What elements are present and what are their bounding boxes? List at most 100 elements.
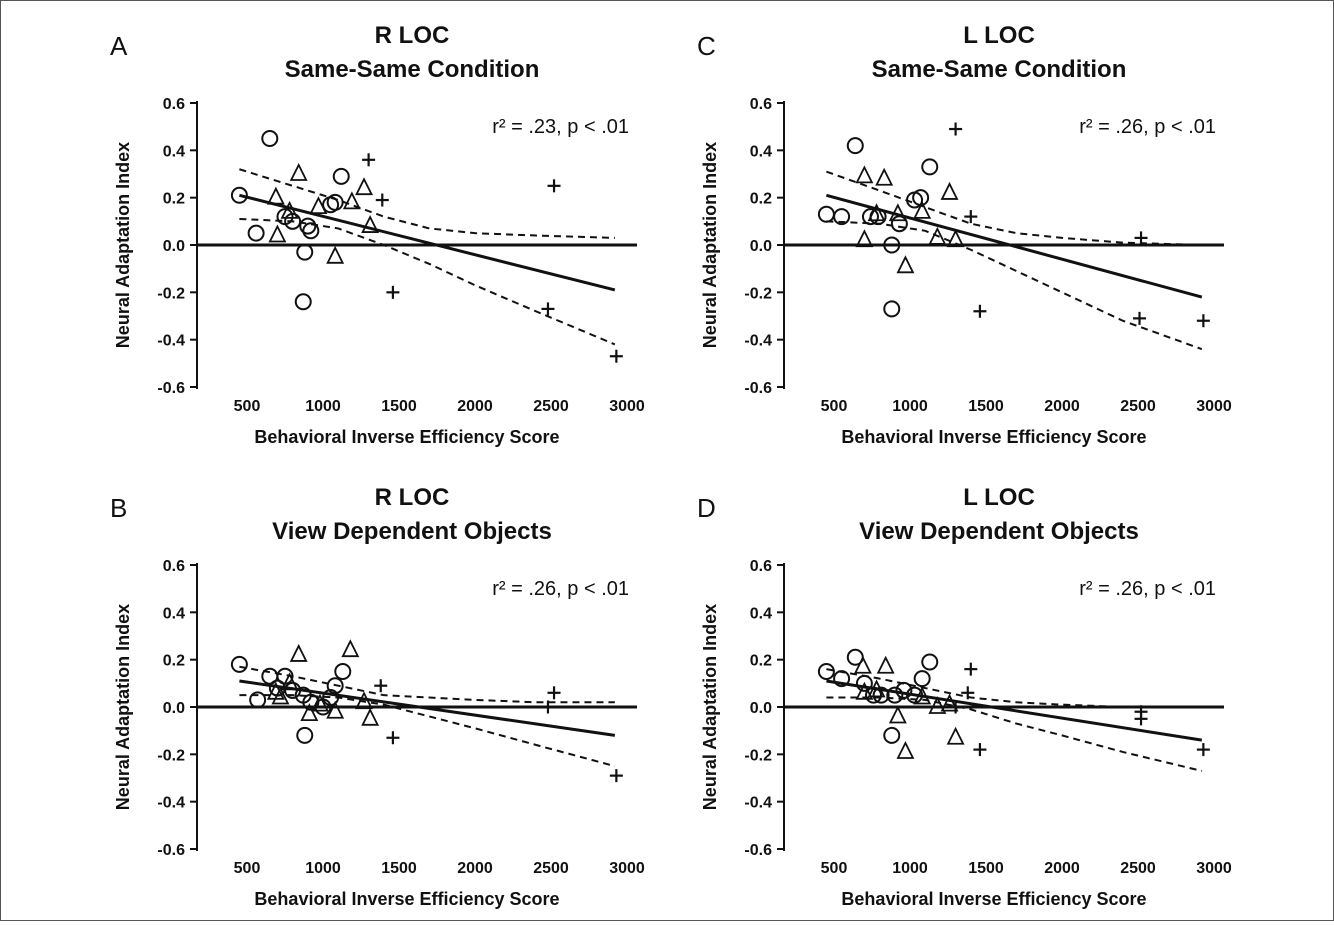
panel-d-point-circle <box>895 681 913 699</box>
panel-c-y-tick-label: -0.4 <box>744 333 772 350</box>
panel-b-point-plus <box>374 679 388 693</box>
panel-a: A R LOC Same-Same Condition -0.6 -0.4 -0.2 0.0… <box>110 22 645 447</box>
panel-d-point-circle <box>921 653 939 671</box>
panel-a-point-triangle <box>309 196 328 215</box>
panel-b-point-circle <box>322 689 340 707</box>
panel-d-point-circle <box>913 670 931 688</box>
panel-b-x-axis-label: Behavioral Inverse Efficiency Score <box>254 889 559 909</box>
panel-a-point-circle <box>332 167 350 185</box>
panel-d-x-tick-label: 3000 <box>1196 860 1232 877</box>
panel-b-point-triangle <box>361 707 380 726</box>
panel-c-y-tick-label: -0.2 <box>744 285 772 302</box>
panel-d-x-tick-label: 1000 <box>892 860 928 877</box>
panel-c-x-tick-label: 2500 <box>1120 398 1156 415</box>
panel-c-y-tick-label: -0.6 <box>744 380 772 397</box>
panel-c: C L LOC Same-Same Condition -0.6 -0.4 -0.2 0.0… <box>697 22 1232 447</box>
panel-b-x-tick-label: 500 <box>234 860 261 877</box>
panel-d-x-tick-label: 2000 <box>1044 860 1080 877</box>
panel-c-title-line2: Same-Same Condition <box>872 56 1127 83</box>
panel-b-title-line1: R LOC <box>375 484 450 511</box>
panel-a-point-circle <box>247 224 265 242</box>
panel-d: D L LOC View Dependent Objects -0.6 -0.4 -0.2… <box>697 484 1232 909</box>
panel-b-y-tick-label: 0.4 <box>163 605 185 622</box>
panel-c-y-axis-label: Neural Adaptation Index <box>700 142 720 348</box>
panel-b-ci-lower <box>239 694 616 768</box>
panel-a-y-tick-label: -0.2 <box>157 285 185 302</box>
panel-d-point-plus <box>1196 743 1210 757</box>
panel-c-stat-annotation: r² = .26, p < .01 <box>1079 116 1216 138</box>
panel-a-point-triangle <box>361 215 380 233</box>
panel-d-y-tick-label: 0.4 <box>750 605 772 622</box>
panel-c-point-triangle <box>946 229 965 248</box>
panel-c-x-axis-label: Behavioral Inverse Efficiency Score <box>841 427 1146 447</box>
panel-d-y-tick-label: 0.0 <box>750 700 772 717</box>
panel-d-point-triangle <box>913 686 932 705</box>
panel-a-x-tick-label: 1500 <box>381 398 417 415</box>
panel-c-fit-line <box>826 193 1203 299</box>
panel-b-point-triangle <box>289 643 308 662</box>
panel-d-point-circle <box>855 674 873 692</box>
panel-b-y-tick-label: -0.4 <box>157 795 185 812</box>
panel-d-letter: D <box>697 493 716 523</box>
panel-b-x-tick-label: 1000 <box>305 860 341 877</box>
panel-b-point-plus <box>541 700 555 714</box>
panel-b-point-plus <box>609 769 623 783</box>
panel-a-x-tick-label: 2500 <box>533 398 569 415</box>
panel-a-y-tick-label: 0.6 <box>163 96 185 113</box>
panel-b-point-plus <box>386 731 400 745</box>
panel-a-y-tick-label: 0.0 <box>163 238 185 255</box>
panel-a-title-line2: Same-Same Condition <box>285 56 540 83</box>
panel-b-point-triangle <box>300 703 319 721</box>
panel-a-point-triangle <box>342 191 361 210</box>
panel-a-point-triangle <box>266 186 285 205</box>
panel-c-point-triangle <box>855 165 874 184</box>
panel-d-y-tick-label: -0.4 <box>744 795 772 812</box>
panel-a-fit-line <box>239 193 616 292</box>
panel-b-point-circle <box>296 726 314 744</box>
panel-a-point-plus <box>609 349 623 363</box>
panel-d-point-triangle <box>888 705 907 724</box>
panel-d-point-circle <box>886 686 904 704</box>
panel-c-point-circle <box>921 158 939 176</box>
panel-b-point-circle <box>249 691 267 709</box>
panel-a-point-plus <box>547 179 561 193</box>
panel-c-point-triangle <box>867 203 886 222</box>
panel-b-letter: B <box>110 493 127 523</box>
panel-c-point-triangle <box>913 200 932 219</box>
panel-c-x-tick-label: 3000 <box>1196 398 1232 415</box>
panel-a-x-tick-label: 2000 <box>457 398 493 415</box>
panel-d-y-tick-label: 0.6 <box>750 558 772 575</box>
panel-a-x-tick-label: 500 <box>234 398 261 415</box>
panel-b-point-plus <box>547 686 561 700</box>
panel-c-point-triangle <box>940 181 959 200</box>
panel-a-y-axis-label: Neural Adaptation Index <box>113 142 133 348</box>
panel-b-point-circle <box>334 663 352 680</box>
panel-a-point-plus <box>386 285 400 299</box>
panel-b-fit-line <box>239 679 616 737</box>
panel-c-point-circle <box>846 137 864 155</box>
panel-c-y-tick-label: 0.6 <box>750 96 772 113</box>
panel-c-y-tick-label: 0.2 <box>750 191 772 208</box>
panel-b-stat-annotation: r² = .26, p < .01 <box>492 578 629 600</box>
panel-b-point-triangle <box>271 686 290 705</box>
panel-b-y-tick-label: 0.6 <box>163 558 185 575</box>
panel-d-point-circle <box>817 663 835 680</box>
panel-d-point-triangle <box>876 655 895 674</box>
panel-b-x-tick-label: 1500 <box>381 860 417 877</box>
panel-b-y-axis-label: Neural Adaptation Index <box>113 604 133 810</box>
panel-a-letter: A <box>110 31 128 61</box>
panel-a-x-tick-label: 1000 <box>305 398 341 415</box>
panel-d-y-tick-label: -0.6 <box>744 842 772 859</box>
panel-c-title-line1: L LOC <box>963 22 1035 49</box>
panel-b-point-triangle <box>341 639 360 658</box>
panel-a-y-tick-label: 0.4 <box>163 143 185 160</box>
panel-c-x-tick-label: 2000 <box>1044 398 1080 415</box>
panel-c-point-triangle <box>875 167 894 186</box>
panel-b-point-circle <box>230 655 248 673</box>
panel-d-fit-line <box>826 679 1203 742</box>
panel-c-point-plus <box>973 304 987 318</box>
panel-b-point-triangle <box>311 693 329 712</box>
panel-a-y-tick-label: -0.4 <box>157 333 185 350</box>
panel-d-ci-lower <box>826 696 1203 772</box>
panel-b-x-tick-label: 2000 <box>457 860 493 877</box>
